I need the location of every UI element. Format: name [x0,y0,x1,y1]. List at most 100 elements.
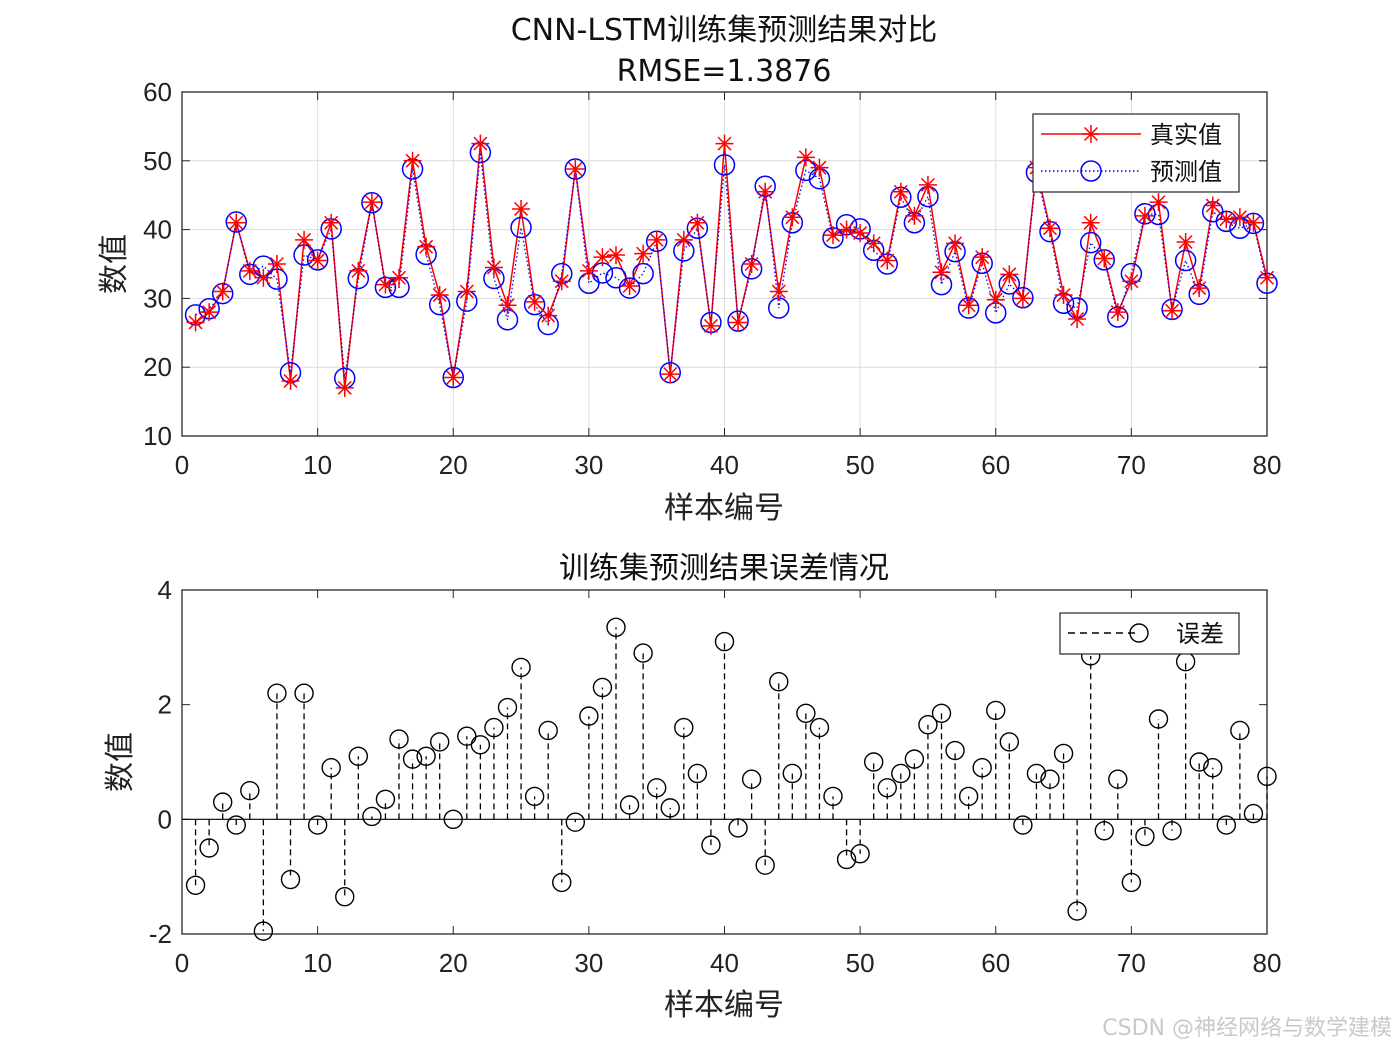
error-point [389,729,409,749]
error-point [294,683,314,703]
error-point [538,720,558,741]
true-point [322,213,341,232]
true-point [186,313,205,332]
error-point [1135,826,1155,847]
error-point [240,780,260,801]
error-point [375,789,396,809]
true-point [1190,279,1209,298]
true-point [376,275,395,294]
true-point [213,282,232,301]
error-point [443,809,463,830]
true-point [932,263,951,282]
true-point [254,268,273,287]
error-point [470,735,491,755]
error-legend: 误差 [1059,612,1240,655]
error-point [891,763,911,784]
y-tick-label: 0 [158,804,172,834]
x-tick-label: 60 [981,948,1010,978]
x-tick-label: 0 [175,450,189,480]
error-point [212,792,233,812]
error-point [416,746,436,766]
predicted-point [632,262,654,285]
x-tick-label: 40 [710,948,739,978]
error-point [633,643,653,663]
x-tick-label: 80 [1253,948,1282,978]
error-legend-box [1059,612,1240,655]
error-point [1216,815,1237,835]
x-tick-label: 40 [710,450,739,480]
error-point [307,815,328,835]
error-legend-label: 误差 [1176,620,1224,648]
error-point [714,631,735,652]
true-point [335,378,354,397]
predicted-point [361,192,383,214]
error-x-axis-label: 样本编号 [664,988,784,1023]
true-point [1122,272,1141,291]
true-point [444,368,463,387]
error-point [674,717,694,738]
error-point [931,703,952,723]
true-point [1230,208,1249,227]
chart-title: CNN-LSTM训练集预测结果对比 [511,13,938,48]
true-point [295,230,314,249]
true-point [1054,285,1073,304]
true-point [607,246,625,265]
x-tick-label: 20 [439,948,468,978]
true-point [539,306,558,325]
true-point [824,226,842,245]
true-point [200,303,219,322]
error-point [687,763,708,784]
true-point [1108,303,1127,322]
comparison-chart: CNN-LSTM训练集预测结果对比 RMSE=1.3876 0 10 20 30 40 5… [97,13,1281,526]
error-series-layer [182,617,1277,941]
error-point [552,872,572,893]
error-point [1108,769,1128,789]
y-tick-label: 50 [143,146,172,176]
x-tick-label: 60 [981,450,1010,480]
true-point [267,255,286,273]
x-tick-label: 70 [1117,450,1146,480]
error-point [1121,872,1142,893]
x-tick-label: 50 [846,948,875,978]
x-tick-label: 20 [439,450,468,480]
error-point [579,706,599,726]
error-point [1257,766,1277,787]
true-point [1013,289,1032,308]
error-point [1053,743,1074,764]
series-layer [184,134,1278,397]
error-point [701,835,721,855]
y-tick-label: 4 [158,575,172,605]
error-point [986,700,1006,721]
legend-true-label: 真实值 [1150,121,1222,149]
legend-circle-marker [1080,160,1102,182]
true-point [349,261,368,280]
x-tick-label: 10 [303,948,332,978]
error-point [809,717,830,738]
y-tick-label: 30 [143,283,172,313]
true-point [742,255,761,273]
true-point [1217,210,1236,229]
watermark: CSDN @神经网络与数学建模 [1102,1016,1392,1041]
y-axis-label: 数值 [97,234,132,294]
true-point [484,258,503,277]
true-point [281,371,300,390]
error-point [267,683,287,703]
error-chart-title: 训练集预测结果误差情况 [559,551,889,586]
error-point [321,758,341,778]
true-point [864,234,883,253]
true-point [227,213,246,232]
x-tick-label: 70 [1117,948,1146,978]
error-point [1189,752,1209,772]
true-point [851,224,870,243]
true-point [566,160,585,179]
true-point [1176,232,1195,251]
legend-pred-label: 预测值 [1150,158,1222,186]
true-point [1000,265,1019,284]
error-point [972,758,992,778]
error-point [592,677,613,698]
error-point [484,717,504,738]
